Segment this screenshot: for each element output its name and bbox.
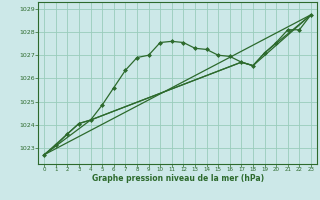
- X-axis label: Graphe pression niveau de la mer (hPa): Graphe pression niveau de la mer (hPa): [92, 174, 264, 183]
